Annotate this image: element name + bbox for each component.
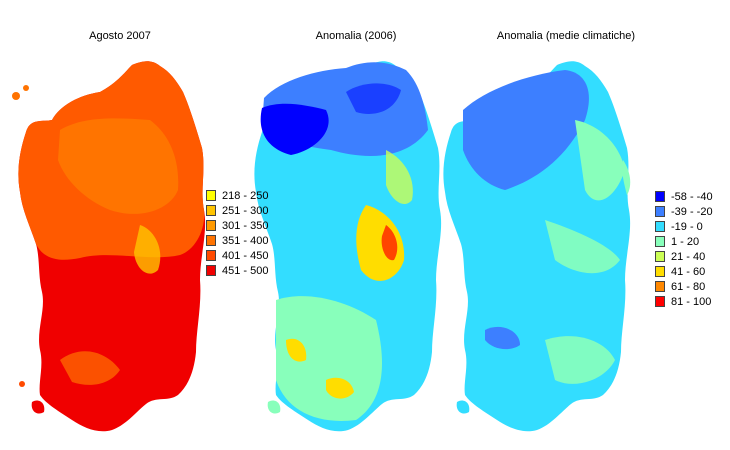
legend-row: 451 - 500 (206, 263, 268, 278)
legend-label: 21 - 40 (671, 250, 706, 263)
legend-row: 81 - 100 (655, 294, 713, 309)
legend-swatch (655, 266, 665, 277)
legend-swatch (206, 190, 216, 201)
legend-swatch (655, 221, 665, 232)
legend-agosto-2007: 218 - 250 251 - 300 301 - 350 351 - 400 … (206, 188, 268, 278)
legend-row: 1 - 20 (655, 234, 713, 249)
legend-swatch (655, 251, 665, 262)
legend-label: -39 - -20 (671, 205, 713, 218)
legend-row: -19 - 0 (655, 219, 713, 234)
legend-label: 351 - 400 (222, 234, 269, 247)
legend-row: -58 - -40 (655, 189, 713, 204)
legend-label: 81 - 100 (671, 295, 712, 308)
legend-swatch (206, 205, 216, 216)
panel-title-anomalia-medie: Anomalia (medie climatiche) (496, 30, 636, 42)
panel-title-anomalia-2006: Anomalia (2006) (315, 30, 397, 42)
legend-row: 351 - 400 (206, 233, 268, 248)
legend-swatch (655, 281, 665, 292)
panel-title-agosto-2007: Agosto 2007 (89, 30, 151, 42)
legend-row: 251 - 300 (206, 203, 268, 218)
legend-swatch (655, 206, 665, 217)
legend-swatch (206, 250, 216, 261)
legend-row: 401 - 450 (206, 248, 268, 263)
legend-row: 21 - 40 (655, 249, 713, 264)
map-agosto-2007 (12, 61, 206, 432)
legend-anomalia: -58 - -40 -39 - -20 -19 - 0 1 - 20 21 - … (655, 189, 713, 309)
legend-label: 218 - 250 (222, 189, 269, 202)
legend-label: 451 - 500 (222, 264, 269, 277)
legend-label: -58 - -40 (671, 190, 713, 203)
map-anomalia-2006 (254, 61, 442, 432)
legend-row: 41 - 60 (655, 264, 713, 279)
legend-label: 1 - 20 (671, 235, 700, 248)
legend-swatch (655, 236, 665, 247)
legend-swatch (655, 191, 665, 202)
legend-swatch (655, 296, 665, 307)
legend-label: 301 - 350 (222, 219, 269, 232)
legend-label: 401 - 450 (222, 249, 269, 262)
legend-row: 218 - 250 (206, 188, 268, 203)
map-anomalia-medie (443, 61, 631, 432)
legend-label: 41 - 60 (671, 265, 706, 278)
legend-label: 251 - 300 (222, 204, 269, 217)
legend-row: -39 - -20 (655, 204, 713, 219)
legend-swatch (206, 220, 216, 231)
legend-swatch (206, 235, 216, 246)
legend-label: 61 - 80 (671, 280, 706, 293)
legend-row: 301 - 350 (206, 218, 268, 233)
legend-swatch (206, 265, 216, 276)
legend-row: 61 - 80 (655, 279, 713, 294)
legend-label: -19 - 0 (671, 220, 703, 233)
